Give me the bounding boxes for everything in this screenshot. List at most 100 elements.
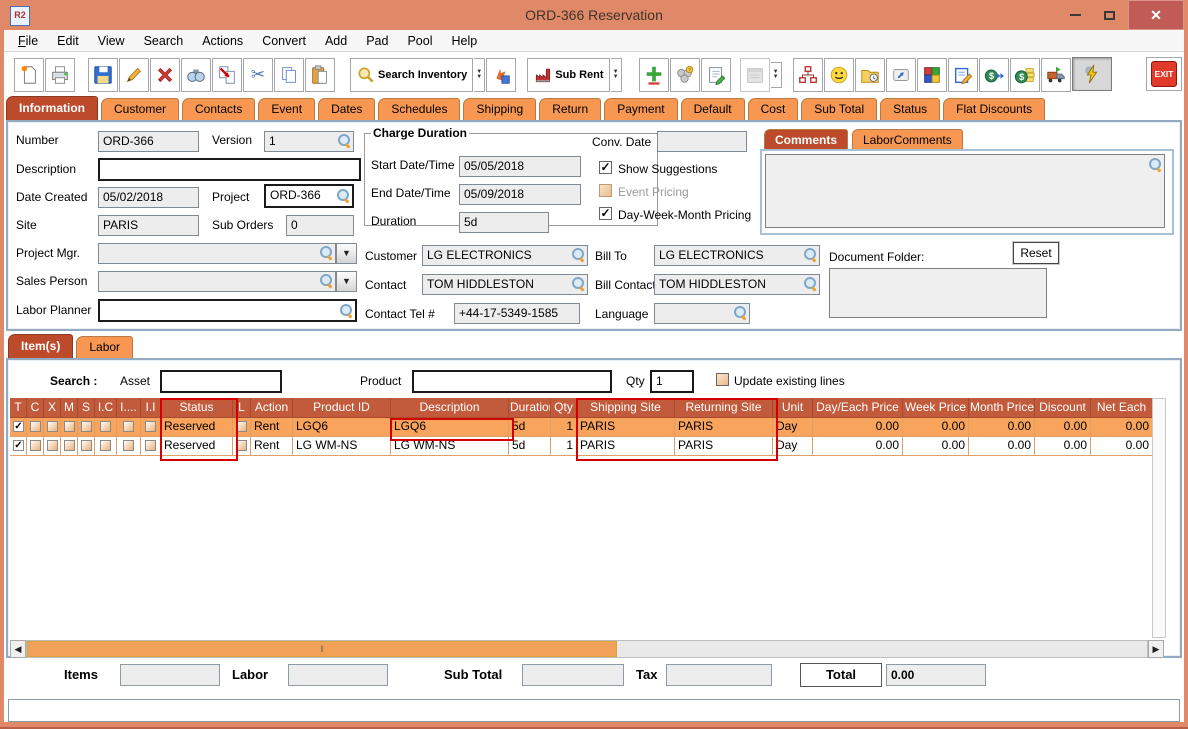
checkbox[interactable] bbox=[64, 421, 75, 432]
tab-dates[interactable]: Dates bbox=[318, 98, 376, 120]
project-field[interactable]: ORD-366 bbox=[264, 184, 354, 208]
col-description[interactable]: Description bbox=[391, 398, 509, 418]
row2-ii-cell[interactable] bbox=[141, 437, 161, 456]
edit-note-button[interactable] bbox=[947, 57, 978, 92]
row1-returning-site[interactable]: PARIS bbox=[675, 418, 773, 437]
checkbox[interactable] bbox=[81, 440, 92, 451]
labor-planner-lookup-icon[interactable] bbox=[340, 304, 353, 317]
sub-rent-button[interactable]: Sub Rent bbox=[527, 57, 610, 92]
vertical-scrollbar[interactable] bbox=[1152, 398, 1166, 638]
checkbox[interactable] bbox=[81, 421, 92, 432]
col-i4[interactable]: I.... bbox=[117, 398, 141, 418]
row1-c-cell[interactable] bbox=[27, 418, 44, 437]
row2-month[interactable]: 0.00 bbox=[969, 437, 1035, 456]
project-mgr-field[interactable] bbox=[98, 243, 336, 264]
project-lookup-icon[interactable] bbox=[337, 189, 350, 202]
checkbox[interactable] bbox=[47, 440, 58, 451]
save-button[interactable] bbox=[88, 57, 118, 92]
menu-file[interactable]: File bbox=[18, 33, 39, 48]
row1-day-each[interactable]: 0.00 bbox=[813, 418, 903, 437]
dwm-pricing-checkbox[interactable]: ✓ bbox=[599, 206, 612, 220]
col-month-price[interactable]: Month Price bbox=[969, 398, 1035, 418]
row2-unit[interactable]: Day bbox=[773, 437, 813, 456]
sub-orders-field[interactable]: 0 bbox=[286, 215, 354, 236]
tab-payment[interactable]: Payment bbox=[604, 98, 678, 120]
contact-field[interactable]: TOM HIDDLESTON bbox=[422, 274, 588, 295]
minimize-button[interactable] bbox=[1058, 0, 1092, 30]
calendar-dropdown[interactable]: ▼ ▼ bbox=[770, 61, 782, 88]
total-button[interactable]: Total bbox=[800, 663, 882, 687]
language-lookup-icon[interactable] bbox=[734, 306, 747, 319]
row2-ic-cell[interactable] bbox=[95, 437, 117, 456]
row1-status[interactable]: Reserved bbox=[161, 418, 233, 437]
row2-week[interactable]: 0.00 bbox=[903, 437, 969, 456]
conv-date-field[interactable] bbox=[657, 131, 747, 152]
checkbox[interactable] bbox=[47, 421, 58, 432]
row1-s-cell[interactable] bbox=[78, 418, 95, 437]
row1-product-id[interactable]: LGQ6 bbox=[293, 418, 391, 437]
row1-m-cell[interactable] bbox=[61, 418, 78, 437]
copy-button[interactable] bbox=[274, 57, 304, 92]
exit-button[interactable]: EXIT bbox=[1146, 57, 1182, 91]
row2-action[interactable]: Rent bbox=[251, 437, 293, 456]
row1-duration[interactable]: 5d bbox=[509, 418, 551, 437]
row2-status[interactable]: Reserved bbox=[161, 437, 233, 456]
col-product-id[interactable]: Product ID bbox=[293, 398, 391, 418]
col-status[interactable]: Status bbox=[161, 398, 233, 418]
new-document-button[interactable] bbox=[14, 57, 44, 92]
col-ii[interactable]: I.I bbox=[141, 398, 161, 418]
row1-week[interactable]: 0.00 bbox=[903, 418, 969, 437]
checkbox[interactable] bbox=[145, 421, 156, 432]
comments-textarea[interactable] bbox=[765, 154, 1165, 228]
row1-month[interactable]: 0.00 bbox=[969, 418, 1035, 437]
checkbox[interactable] bbox=[236, 421, 247, 432]
col-returning-site[interactable]: Returning Site bbox=[675, 398, 773, 418]
search-inventory-button[interactable]: Search Inventory bbox=[350, 57, 474, 92]
comments-lookup-icon[interactable] bbox=[1149, 158, 1162, 171]
row2-x-cell[interactable] bbox=[44, 437, 61, 456]
col-t[interactable]: T bbox=[10, 398, 27, 418]
project-mgr-lookup-icon[interactable] bbox=[320, 246, 333, 259]
row2-product-id[interactable]: LG WM-NS bbox=[293, 437, 391, 456]
col-net-each[interactable]: Net Each bbox=[1091, 398, 1153, 418]
logistics-shapes-button[interactable] bbox=[486, 57, 517, 92]
table-row[interactable]: ✓ Reserved Rent LGQ6 LGQ6 5d 1 PARIS PAR… bbox=[10, 418, 1168, 437]
row1-unit[interactable]: Day bbox=[773, 418, 813, 437]
row1-ic-cell[interactable] bbox=[95, 418, 117, 437]
col-unit[interactable]: Unit bbox=[773, 398, 813, 418]
sales-person-field[interactable] bbox=[98, 271, 336, 292]
scroll-left-button[interactable]: ◀ bbox=[10, 640, 26, 658]
row2-duration[interactable]: 5d bbox=[509, 437, 551, 456]
tab-sub-total[interactable]: Sub Total bbox=[801, 98, 878, 120]
version-lookup-icon[interactable] bbox=[338, 134, 351, 147]
site-field[interactable]: PARIS bbox=[98, 215, 199, 236]
col-c[interactable]: C bbox=[27, 398, 44, 418]
row1-l-cell[interactable] bbox=[233, 418, 251, 437]
org-chart-button[interactable] bbox=[792, 57, 823, 92]
tab-flat-discounts[interactable]: Flat Discounts bbox=[943, 98, 1046, 120]
menu-search[interactable]: Search bbox=[143, 33, 184, 48]
add-line-button[interactable] bbox=[638, 57, 669, 92]
money-transfer-button[interactable]: $ bbox=[978, 57, 1009, 92]
menu-add[interactable]: Add bbox=[324, 33, 348, 48]
menu-help[interactable]: Help bbox=[451, 33, 478, 48]
col-shipping-site[interactable]: Shipping Site bbox=[577, 398, 675, 418]
search-inventory-dropdown[interactable]: ▼ ▼ bbox=[474, 57, 486, 92]
contact-tel-field[interactable]: +44-17-5349-1585 bbox=[454, 303, 580, 324]
bill-to-field[interactable]: LG ELECTRONICS bbox=[654, 245, 820, 266]
menu-view[interactable]: View bbox=[97, 33, 125, 48]
number-field[interactable]: ORD-366 bbox=[98, 131, 199, 152]
maximize-button[interactable] bbox=[1092, 0, 1126, 30]
row2-c-cell[interactable] bbox=[27, 437, 44, 456]
row2-l-cell[interactable] bbox=[233, 437, 251, 456]
tab-default[interactable]: Default bbox=[680, 98, 745, 120]
sales-person-dropdown[interactable]: ▼ bbox=[336, 271, 357, 292]
menu-pad[interactable]: Pad bbox=[366, 33, 389, 48]
row2-i4-cell[interactable] bbox=[117, 437, 141, 456]
document-folder-field[interactable] bbox=[829, 268, 1047, 318]
copy-transfer-button[interactable] bbox=[212, 57, 242, 92]
description-field[interactable] bbox=[98, 158, 361, 181]
row1-description[interactable]: LGQ6 bbox=[391, 418, 509, 437]
folder-history-button[interactable] bbox=[854, 57, 885, 92]
tab-customer[interactable]: Customer bbox=[101, 98, 180, 120]
